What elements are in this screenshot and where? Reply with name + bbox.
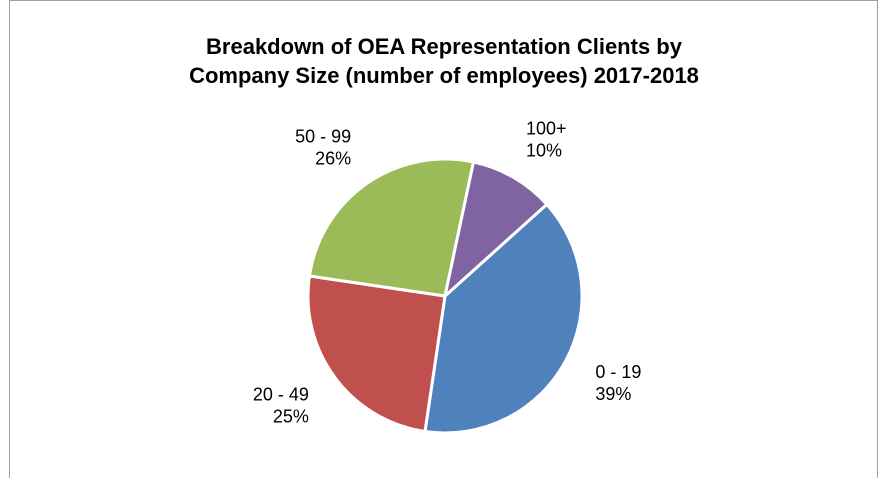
data-label-value: 25% bbox=[273, 407, 309, 427]
pie-slice bbox=[306, 274, 447, 434]
data-label-value: 26% bbox=[315, 149, 351, 169]
chart-frame bbox=[9, 0, 878, 478]
pie-slice bbox=[307, 157, 476, 298]
chart-title: Breakdown of OEA Representation Clients … bbox=[189, 34, 699, 88]
data-label-category: 50 - 99 bbox=[295, 127, 351, 147]
pie-slice bbox=[423, 202, 584, 435]
data-label-category: 20 - 49 bbox=[253, 385, 309, 405]
pie-slice bbox=[442, 160, 549, 301]
data-label-value: 39% bbox=[595, 384, 631, 404]
data-label-category: 100+ bbox=[526, 118, 567, 138]
data-label-category: 0 - 19 bbox=[595, 362, 641, 382]
data-label-value: 10% bbox=[526, 140, 562, 160]
